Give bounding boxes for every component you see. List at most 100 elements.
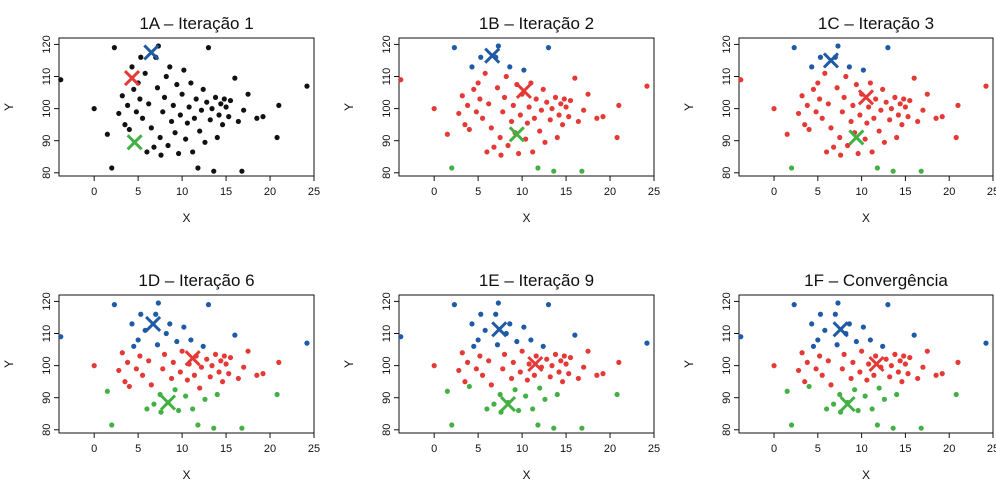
data-point-black xyxy=(167,64,173,70)
data-point-red xyxy=(902,361,909,367)
data-point-green xyxy=(497,391,503,398)
data-point-red xyxy=(497,134,503,141)
data-point-black xyxy=(205,45,212,51)
data-point-black xyxy=(175,150,182,157)
data-point-black xyxy=(193,96,199,102)
data-point-green xyxy=(830,401,837,407)
data-point-red xyxy=(799,93,805,99)
centroid-red xyxy=(868,355,885,373)
x-axis-label: X xyxy=(182,468,190,482)
data-point-blue xyxy=(469,64,475,70)
data-point-red xyxy=(864,377,870,383)
data-point-black xyxy=(214,134,220,141)
data-point-red xyxy=(939,371,945,377)
data-point-red xyxy=(880,86,886,92)
data-point-black xyxy=(104,131,110,137)
data-points xyxy=(58,300,310,431)
data-point-red xyxy=(901,353,907,359)
data-point-blue xyxy=(111,302,117,308)
x-axis-label: X xyxy=(522,468,530,482)
data-point-black xyxy=(235,118,241,125)
data-point-red xyxy=(510,102,516,108)
data-point-red xyxy=(503,73,509,80)
data-point-red xyxy=(431,106,437,112)
data-point-blue xyxy=(495,300,501,306)
data-point-red xyxy=(184,377,190,383)
data-point-red xyxy=(825,358,831,364)
data-point-blue xyxy=(181,324,187,330)
data-point-red xyxy=(563,361,569,367)
data-point-red xyxy=(902,104,909,110)
data-point-red xyxy=(198,364,205,370)
data-point-red xyxy=(866,361,872,367)
x-tick-label: 10 xyxy=(176,186,188,198)
x-tick-label: 15 xyxy=(220,186,232,198)
data-point-green xyxy=(823,406,830,412)
scatter-panel-1: 1A – Iteração 1 0 5 10 15 20 25 80 90 100 110 120 X Y xyxy=(2,14,320,225)
data-point-red xyxy=(859,348,865,354)
data-point-red xyxy=(901,96,907,102)
data-point-black xyxy=(190,149,196,155)
data-point-red xyxy=(133,366,139,372)
data-point-red xyxy=(207,374,213,380)
data-point-red xyxy=(558,358,564,364)
x-tick-label: 10 xyxy=(516,186,528,198)
data-point-black xyxy=(181,67,187,73)
data-point-black xyxy=(186,104,192,110)
data-point-black xyxy=(151,144,157,150)
data-point-red xyxy=(139,372,146,378)
data-point-blue xyxy=(493,311,499,317)
data-point-black xyxy=(129,64,135,70)
y-tick-label: 80 xyxy=(381,424,393,436)
data-point-red xyxy=(907,97,913,104)
plot-frame xyxy=(58,37,315,177)
data-point-red xyxy=(466,126,472,133)
data-point-red xyxy=(905,114,911,120)
centroid-red xyxy=(123,70,141,87)
data-point-red xyxy=(850,359,856,365)
data-point-red xyxy=(544,99,550,105)
data-point-blue xyxy=(885,302,891,308)
data-point-blue xyxy=(398,334,404,340)
data-point-red xyxy=(549,363,555,369)
x-tick-label: 10 xyxy=(855,186,867,198)
data-point-red xyxy=(537,128,543,134)
y-tick-label: 120 xyxy=(41,35,53,53)
data-point-blue xyxy=(809,64,815,70)
data-point-black xyxy=(188,80,194,86)
data-point-red xyxy=(871,372,877,378)
data-point-red xyxy=(881,139,887,145)
data-point-red xyxy=(864,120,870,126)
data-point-red xyxy=(549,106,555,112)
data-point-red xyxy=(897,358,903,364)
y-tick-label: 100 xyxy=(721,99,733,117)
data-point-red xyxy=(459,350,465,356)
data-point-black xyxy=(177,112,183,118)
y-axis-label: Y xyxy=(682,360,696,368)
data-point-green xyxy=(784,388,790,394)
plot-frame xyxy=(398,37,655,177)
panel-title: 1E – Iteração 9 xyxy=(479,271,594,290)
data-point-black xyxy=(195,165,201,171)
data-point-red xyxy=(924,348,930,354)
data-point-blue xyxy=(809,321,815,327)
data-point-red xyxy=(116,367,122,374)
data-point-blue xyxy=(572,332,578,338)
x-tick-label: 0 xyxy=(771,443,777,455)
data-point-green xyxy=(172,387,178,393)
data-point-blue xyxy=(738,334,744,340)
data-point-red xyxy=(473,366,479,372)
data-point-blue xyxy=(644,340,650,346)
data-point-red xyxy=(508,118,515,125)
y-tick-label: 90 xyxy=(381,392,393,404)
data-point-green xyxy=(512,387,518,393)
data-point-red xyxy=(853,81,859,88)
data-point-black xyxy=(276,102,282,108)
x-tick-label: 10 xyxy=(516,443,528,455)
data-point-black xyxy=(207,117,213,123)
data-point-red xyxy=(983,83,989,89)
data-point-black xyxy=(304,83,310,89)
data-point-black xyxy=(221,96,227,102)
data-point-red xyxy=(531,372,538,378)
data-point-red xyxy=(828,125,834,131)
